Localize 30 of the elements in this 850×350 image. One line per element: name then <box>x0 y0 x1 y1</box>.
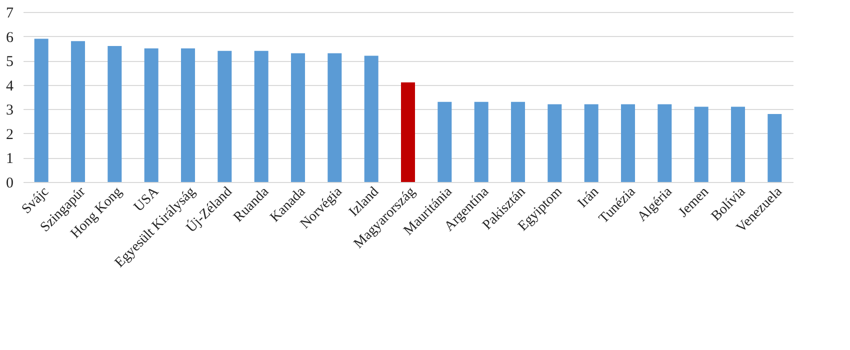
bar <box>658 104 672 182</box>
bar <box>621 104 635 182</box>
y-tick-label: 6 <box>6 30 14 46</box>
bar <box>474 102 488 182</box>
bar <box>108 46 122 182</box>
y-tick-label: 3 <box>6 102 14 119</box>
bar <box>511 102 525 182</box>
y-tick-label: 0 <box>6 176 14 192</box>
bar <box>364 56 378 182</box>
bar <box>218 50 232 182</box>
bar <box>291 53 305 182</box>
bar <box>768 114 782 182</box>
y-tick-label: 7 <box>6 6 14 22</box>
bar <box>731 106 745 182</box>
bar <box>548 104 562 182</box>
bar <box>328 53 342 182</box>
y-tick-label: 5 <box>6 54 14 70</box>
bar <box>584 104 598 182</box>
bar <box>438 102 452 182</box>
y-tick-label: 2 <box>6 126 14 143</box>
y-tick-label: 4 <box>6 78 14 94</box>
bar <box>71 41 85 182</box>
bar <box>34 38 48 182</box>
bar <box>181 48 195 182</box>
bar <box>254 50 268 182</box>
x-tick-label: Irán <box>575 184 602 212</box>
y-tick-label: 1 <box>6 151 14 168</box>
bar <box>694 106 708 182</box>
bar <box>144 48 158 182</box>
bar <box>401 82 415 182</box>
